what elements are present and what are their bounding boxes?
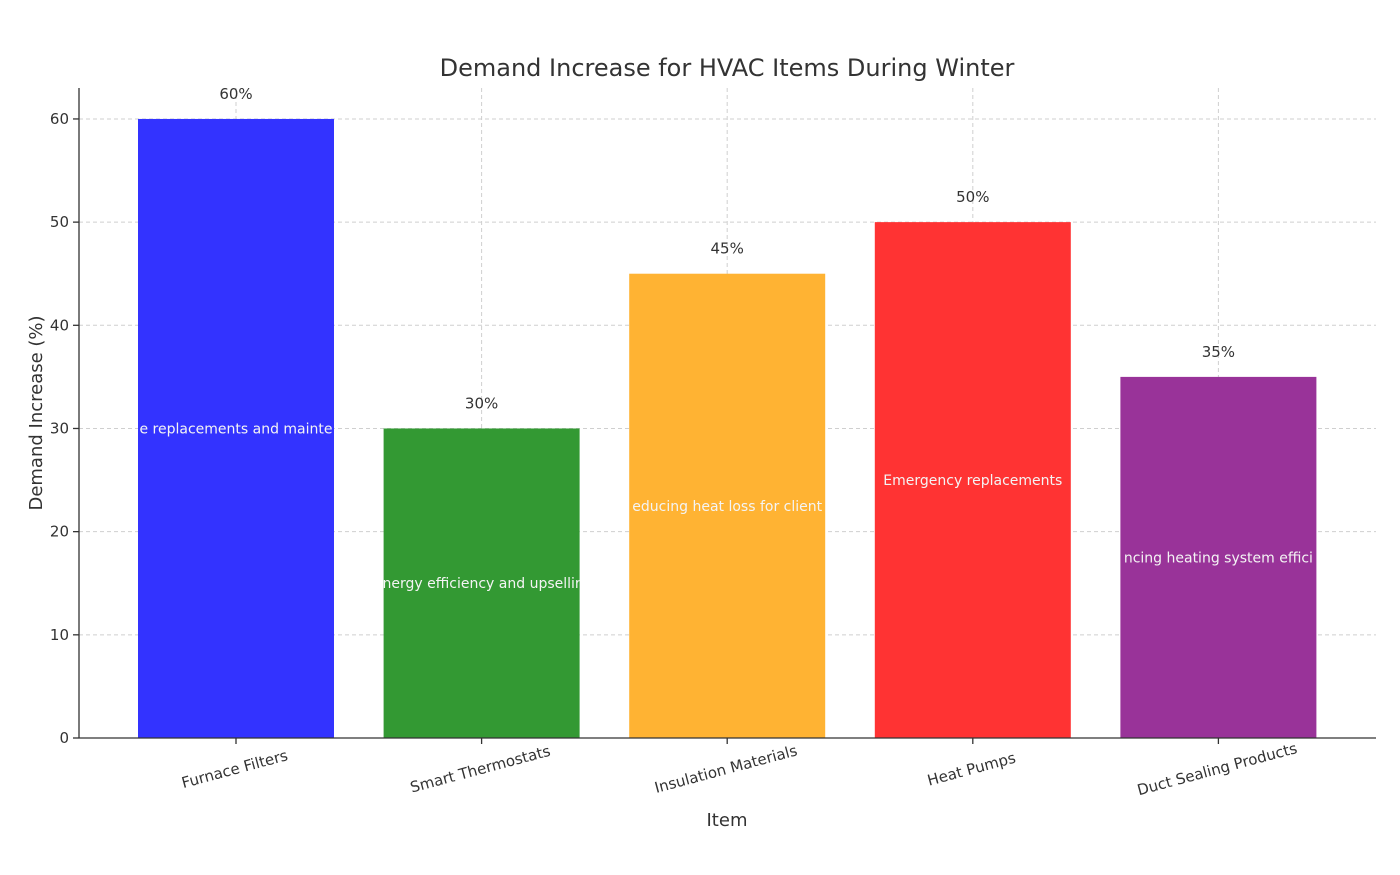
bars-group: [138, 118, 1317, 739]
bar-annotation: Emergency replacements: [883, 473, 1062, 489]
y-tick-label: 30: [50, 419, 69, 437]
y-axis-label: Demand Increase (%): [26, 315, 47, 510]
y-tick-label: 20: [50, 523, 69, 541]
x-tick-label: Duct Sealing Products: [1135, 739, 1299, 799]
x-ticks-group: Furnace Filters Smart Thermostats Insulati…: [180, 738, 1299, 799]
x-tick-label: Insulation Materials: [653, 741, 800, 796]
bar-annotation: e replacements and mainte: [139, 421, 332, 437]
bar-value-label: 60%: [219, 85, 252, 103]
value-labels-group: 60% e replacements and mainte 30% nergy eff…: [139, 85, 1312, 592]
bar-value-label: 50%: [956, 188, 989, 206]
x-tick-label: Heat Pumps: [925, 749, 1017, 790]
bar: [874, 222, 1071, 739]
bar-annotation: nergy efficiency and upsellir: [383, 576, 581, 592]
bar: [138, 118, 334, 738]
y-tick-label: 50: [50, 213, 69, 231]
bar: [1120, 376, 1317, 738]
x-tick-label: Furnace Filters: [180, 746, 290, 792]
bar: [629, 273, 826, 738]
bar-value-label: 35%: [1202, 343, 1235, 361]
bar-value-label: 30%: [465, 394, 498, 412]
chart-title: Demand Increase for HVAC Items During Wi…: [440, 54, 1015, 82]
y-tick-label: 10: [50, 626, 69, 644]
x-axis-label: Item: [707, 810, 748, 831]
y-tick-label: 60: [50, 110, 69, 128]
y-tick-label: 40: [50, 316, 69, 334]
bar: [383, 428, 580, 738]
bar-annotation: educing heat loss for client: [632, 499, 822, 515]
bar-annotation: ncing heating system effici: [1124, 550, 1313, 566]
x-tick-label: Smart Thermostats: [408, 742, 552, 797]
y-tick-label: 0: [59, 729, 69, 747]
bar-value-label: 45%: [711, 240, 744, 258]
y-ticks-group: 0 10 20 30 40 50 60: [50, 110, 79, 747]
